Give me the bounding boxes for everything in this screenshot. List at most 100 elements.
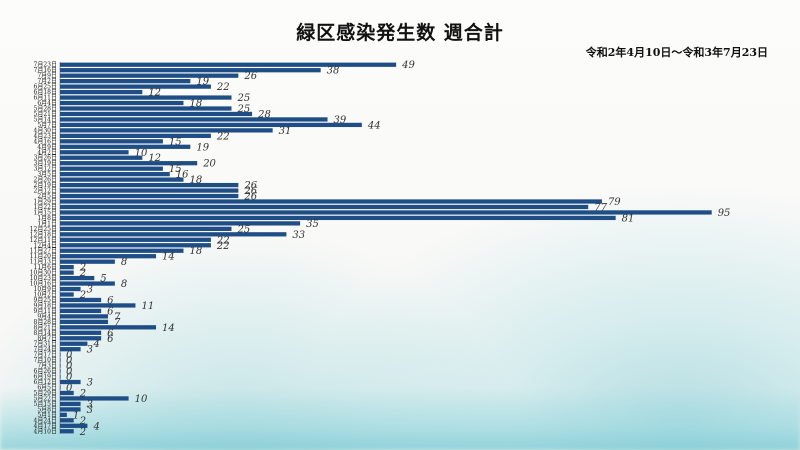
data-label: 3 xyxy=(87,378,93,389)
y-tick-label: 12月25日 xyxy=(30,226,57,233)
data-label: 95 xyxy=(718,208,731,219)
data-label: 11 xyxy=(141,301,154,312)
data-label: 39 xyxy=(334,115,347,126)
bar xyxy=(60,172,170,177)
y-tick-label: 4月24日 xyxy=(34,417,57,424)
bar xyxy=(60,111,253,117)
data-label: 25 xyxy=(237,224,251,235)
data-label: 4 xyxy=(92,339,99,350)
bar xyxy=(60,182,239,188)
chart-title: 緑区感染発生数 週合計 xyxy=(296,22,504,44)
y-tick-label: 8月7日 xyxy=(37,335,57,342)
y-tick-label: 11月20日 xyxy=(30,253,57,260)
y-tick-label: 11月13日 xyxy=(30,259,57,266)
bar xyxy=(60,368,61,374)
chart-subtitle: 令和2年4月10日～令和3年7月23日 xyxy=(585,46,768,59)
y-tick-label: 5月15日 xyxy=(34,401,57,408)
data-label: 16 xyxy=(176,170,189,181)
bar xyxy=(60,308,102,314)
data-label: 15 xyxy=(169,164,182,175)
bar xyxy=(60,128,273,133)
bar xyxy=(60,161,198,166)
bar xyxy=(60,84,211,89)
bar xyxy=(60,281,115,286)
data-label: 0 xyxy=(66,367,73,378)
data-label: 18 xyxy=(189,175,202,186)
data-label: 0 xyxy=(66,372,73,383)
y-tick-label: 7月17日 xyxy=(34,352,57,359)
data-label: 3 xyxy=(87,405,93,416)
bar xyxy=(60,68,321,73)
y-tick-label: 5月28日 xyxy=(34,106,57,113)
data-label: 5 xyxy=(100,274,106,285)
y-tick-label: 8月28日 xyxy=(34,319,57,326)
data-label: 20 xyxy=(202,159,216,170)
data-label: 22 xyxy=(216,235,230,246)
y-tick-label: 9月18日 xyxy=(34,302,57,309)
y-tick-label: 12月18日 xyxy=(30,231,57,238)
data-label: 2 xyxy=(79,268,86,279)
bar xyxy=(60,259,115,264)
data-label: 3 xyxy=(87,345,93,356)
bar xyxy=(60,221,301,226)
data-label: 0 xyxy=(66,383,73,394)
y-tick-label: 7月24日 xyxy=(34,346,57,353)
data-label: 8 xyxy=(121,279,127,290)
data-label: 7 xyxy=(114,317,121,328)
bar xyxy=(60,226,232,231)
data-label: 35 xyxy=(306,219,319,230)
bar xyxy=(60,100,184,106)
bar xyxy=(60,243,211,248)
data-label: 14 xyxy=(162,252,175,263)
bar xyxy=(60,275,95,281)
data-label: 25 xyxy=(237,93,251,104)
data-label: 7 xyxy=(114,312,121,323)
y-tick-label: 6月19日 xyxy=(34,374,57,381)
y-tick-label: 8月14日 xyxy=(34,330,57,337)
data-label: 26 xyxy=(243,186,257,197)
y-tick-label: 5月21日 xyxy=(34,111,57,118)
bar xyxy=(60,133,211,138)
y-tick-label: 6月25日 xyxy=(34,84,57,91)
data-label: 18 xyxy=(189,99,202,110)
bar xyxy=(60,79,191,84)
y-tick-label: 1月29日 xyxy=(34,199,57,206)
data-label: 22 xyxy=(216,241,230,252)
data-label: 1 xyxy=(73,410,79,421)
data-label: 22 xyxy=(216,82,230,93)
y-tick-label: 4月10日 xyxy=(34,428,57,435)
y-tick-label: 4月2日 xyxy=(37,149,57,156)
y-tick-label: 5月7日 xyxy=(37,122,57,129)
data-label: 3 xyxy=(87,285,93,296)
data-label: 4 xyxy=(92,421,99,432)
data-label: 77 xyxy=(594,202,607,213)
y-tick-label: 7月2日 xyxy=(37,78,57,85)
y-tick-label: 4月30日 xyxy=(34,127,57,134)
data-label: 2 xyxy=(79,290,86,301)
y-tick-label: 6月5日 xyxy=(37,385,57,392)
y-tick-label: 5月8日 xyxy=(37,406,57,413)
data-label: 12 xyxy=(148,153,161,164)
y-tick-label: 6月11日 xyxy=(34,95,57,102)
bar xyxy=(60,407,81,412)
data-label: 10 xyxy=(135,394,148,405)
y-tick-label: 7月23日 xyxy=(34,62,57,69)
bar xyxy=(60,385,61,390)
data-label: 26 xyxy=(243,71,257,82)
y-tick-label: 9月4日 xyxy=(37,313,57,320)
bar xyxy=(60,188,239,193)
data-label: 6 xyxy=(107,334,114,345)
bar xyxy=(60,237,211,242)
data-label: 26 xyxy=(243,192,257,203)
data-label: 3 xyxy=(87,399,93,410)
bar xyxy=(60,177,184,182)
y-tick-label: 3月12日 xyxy=(34,166,57,173)
bar xyxy=(60,166,163,171)
y-tick-label: 1月1日 xyxy=(37,220,57,227)
bar xyxy=(60,429,74,434)
data-label: 19 xyxy=(196,142,209,153)
y-tick-label: 2月19日 xyxy=(34,182,57,189)
data-label: 8 xyxy=(121,257,127,268)
y-tick-label: 10月23日 xyxy=(30,275,57,282)
bar xyxy=(60,150,129,155)
